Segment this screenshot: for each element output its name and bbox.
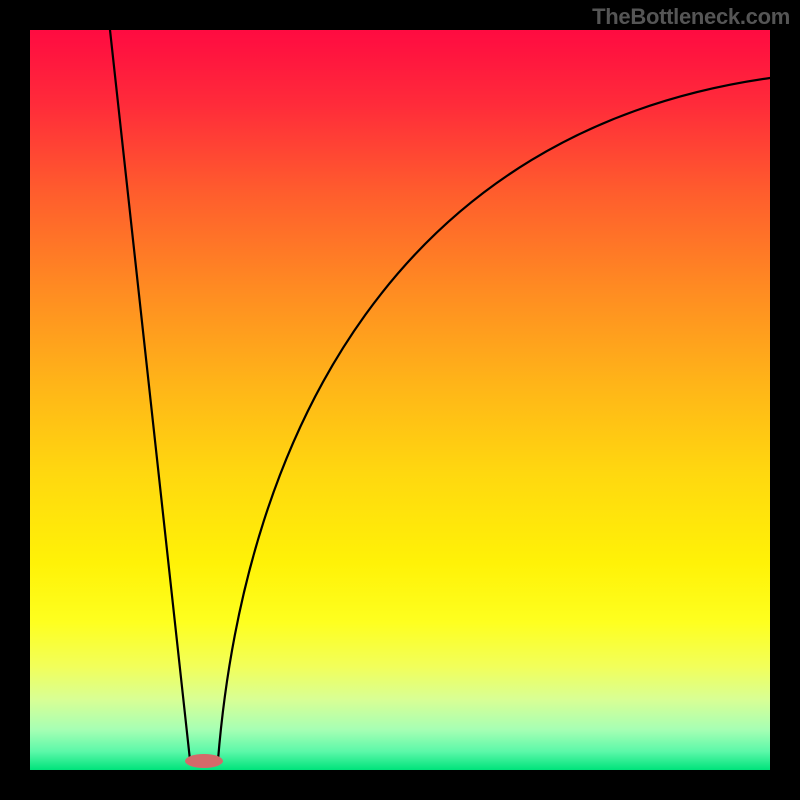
chart-container: TheBottleneck.com	[0, 0, 800, 800]
watermark-text: TheBottleneck.com	[592, 4, 790, 30]
chart-plot-area	[30, 30, 770, 770]
optimal-marker	[185, 754, 223, 768]
bottleneck-chart	[0, 0, 800, 800]
